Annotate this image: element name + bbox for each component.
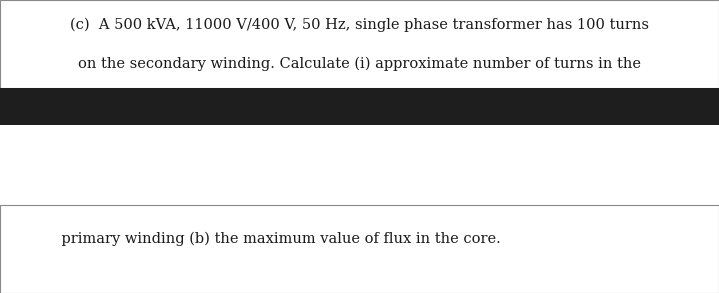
Bar — [0, 205, 719, 293]
Bar — [0, 0, 719, 88]
Text: primary winding (b) the maximum value of flux in the core.: primary winding (b) the maximum value of… — [43, 231, 501, 246]
Bar — [0, 88, 719, 125]
Text: on the secondary winding. Calculate (i) approximate number of turns in the: on the secondary winding. Calculate (i) … — [78, 56, 641, 71]
Text: (c)  A 500 kVA, 11000 V/400 V, 50 Hz, single phase transformer has 100 turns: (c) A 500 kVA, 11000 V/400 V, 50 Hz, sin… — [70, 18, 649, 32]
